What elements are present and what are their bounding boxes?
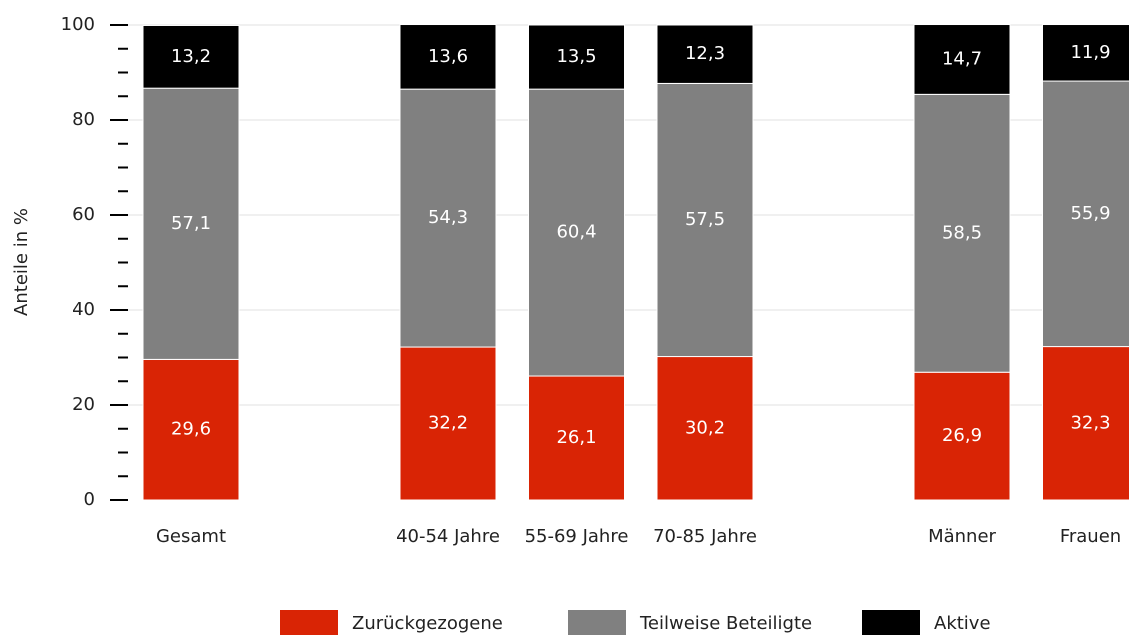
value-label: 57,1 bbox=[171, 213, 211, 234]
bar-segment bbox=[1042, 24, 1129, 82]
bar-segment bbox=[1042, 80, 1129, 348]
x-tick-label: Frauen bbox=[1060, 526, 1121, 547]
x-tick-label: 70-85 Jahre bbox=[653, 526, 757, 547]
bar-segment bbox=[399, 346, 497, 501]
value-label: 11,9 bbox=[1070, 42, 1110, 63]
legend-swatch bbox=[862, 610, 920, 635]
bar-segment bbox=[913, 93, 1011, 373]
value-label: 13,5 bbox=[556, 46, 596, 67]
bar-segment bbox=[528, 375, 625, 501]
bar-segment bbox=[656, 24, 754, 84]
legend-swatch bbox=[280, 610, 338, 635]
x-tick-label: Männer bbox=[928, 526, 996, 547]
bar-segment bbox=[656, 356, 754, 501]
y-tick-label: 20 bbox=[72, 394, 95, 415]
bar-segment bbox=[142, 358, 240, 501]
y-tick-label: 80 bbox=[72, 109, 95, 130]
value-label: 26,9 bbox=[942, 425, 982, 446]
legend-label: Aktive bbox=[934, 613, 991, 634]
bar-segment bbox=[142, 87, 240, 360]
value-label: 30,2 bbox=[685, 417, 725, 438]
y-axis-label: Anteile in % bbox=[11, 208, 32, 316]
value-label: 12,3 bbox=[685, 43, 725, 64]
value-label: 13,2 bbox=[171, 46, 211, 67]
bar-segment bbox=[1042, 346, 1129, 501]
bar-segment bbox=[399, 24, 497, 90]
value-label: 55,9 bbox=[1070, 203, 1110, 224]
value-label: 13,6 bbox=[428, 46, 468, 67]
y-tick-label: 60 bbox=[72, 204, 95, 225]
value-label: 26,1 bbox=[556, 427, 596, 448]
bar-segment bbox=[142, 24, 240, 89]
legend-label: Teilweise Beteiligte bbox=[639, 613, 812, 634]
value-label: 14,7 bbox=[942, 48, 982, 69]
value-label: 58,5 bbox=[942, 222, 982, 243]
y-tick-label: 0 bbox=[84, 489, 95, 510]
bar-segment bbox=[528, 24, 625, 90]
value-label: 29,6 bbox=[171, 419, 211, 440]
legend-swatch bbox=[568, 610, 626, 635]
legend-label: Zurückgezogene bbox=[352, 613, 503, 634]
y-tick-label: 100 bbox=[61, 14, 95, 35]
bar-segment bbox=[399, 88, 497, 348]
x-tick-label: 55-69 Jahre bbox=[525, 526, 629, 547]
bar-segment bbox=[913, 24, 1011, 95]
value-label: 54,3 bbox=[428, 207, 468, 228]
x-tick-label: 40-54 Jahre bbox=[396, 526, 500, 547]
value-label: 57,5 bbox=[685, 209, 725, 230]
bar-segment bbox=[913, 371, 1011, 501]
bar-segment bbox=[656, 82, 754, 358]
value-label: 60,4 bbox=[556, 222, 596, 243]
value-label: 32,2 bbox=[428, 413, 468, 434]
value-label: 32,3 bbox=[1070, 412, 1110, 433]
x-tick-label: Gesamt bbox=[156, 526, 226, 547]
y-tick-label: 40 bbox=[72, 299, 95, 320]
